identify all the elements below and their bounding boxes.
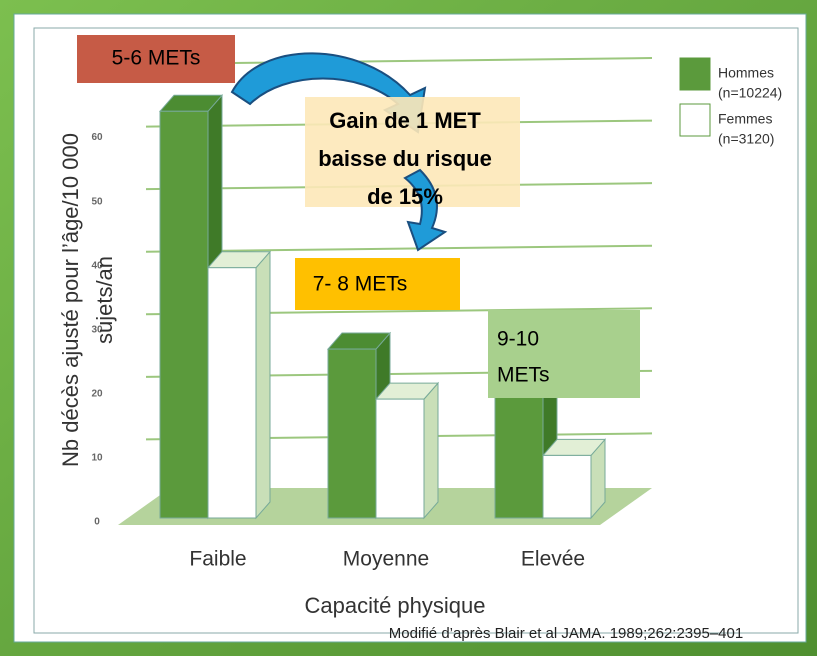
x-tick-label: Elevée — [521, 548, 585, 571]
y-tick-label: 0 — [94, 517, 100, 528]
annotation: de 15% — [367, 184, 443, 209]
annotation-box — [488, 310, 640, 398]
legend-label: Hommes — [718, 65, 774, 81]
y-tick-label: 60 — [91, 132, 103, 143]
y-tick-label: 40 — [91, 260, 103, 271]
bar-front — [494, 392, 544, 519]
bar — [158, 93, 224, 520]
bar-side — [423, 381, 439, 520]
y-axis-label: sujets/an — [92, 256, 117, 344]
annotation: 9-10 — [497, 328, 539, 351]
annotation: METs — [497, 364, 550, 387]
x-axis-label: Capacité physique — [304, 593, 485, 618]
bar-front — [542, 454, 592, 519]
legend-label: Femmes — [718, 111, 772, 127]
source: Modifié d’après Blair et al JAMA. 1989;2… — [389, 625, 743, 642]
legend-note: (n=3120) — [718, 131, 774, 147]
bar — [206, 250, 272, 520]
x-tick-label: Moyenne — [343, 548, 429, 571]
x-tick-label: Faible — [189, 548, 246, 571]
y-tick-label: 50 — [91, 196, 103, 207]
annotation: Gain de 1 MET — [329, 108, 481, 133]
annotation-box — [305, 97, 520, 207]
bar-side — [255, 250, 271, 520]
grid-line — [145, 244, 653, 253]
annotation-box — [295, 258, 460, 310]
annotation: baisse du risque — [318, 146, 492, 171]
arrow — [403, 168, 448, 252]
annotation-box — [77, 35, 235, 83]
inner-border — [33, 27, 799, 634]
bar — [374, 381, 440, 520]
annotation: 5-6 METs — [112, 47, 201, 70]
y-axis-label: Nb décès ajusté pour l’âge/10 000 — [58, 133, 83, 467]
bar-front — [159, 110, 209, 519]
bar-front — [327, 348, 377, 519]
bar — [541, 438, 607, 520]
y-tick-label: 30 — [91, 324, 103, 335]
bar-front — [207, 267, 257, 519]
y-tick-label: 10 — [91, 453, 103, 464]
legend-swatch — [679, 57, 711, 91]
legend-swatch — [679, 103, 711, 137]
bar-front — [375, 398, 425, 519]
annotation: 7- 8 METs — [313, 273, 408, 296]
y-tick-label: 20 — [91, 388, 103, 399]
legend-note: (n=10224) — [718, 85, 782, 101]
